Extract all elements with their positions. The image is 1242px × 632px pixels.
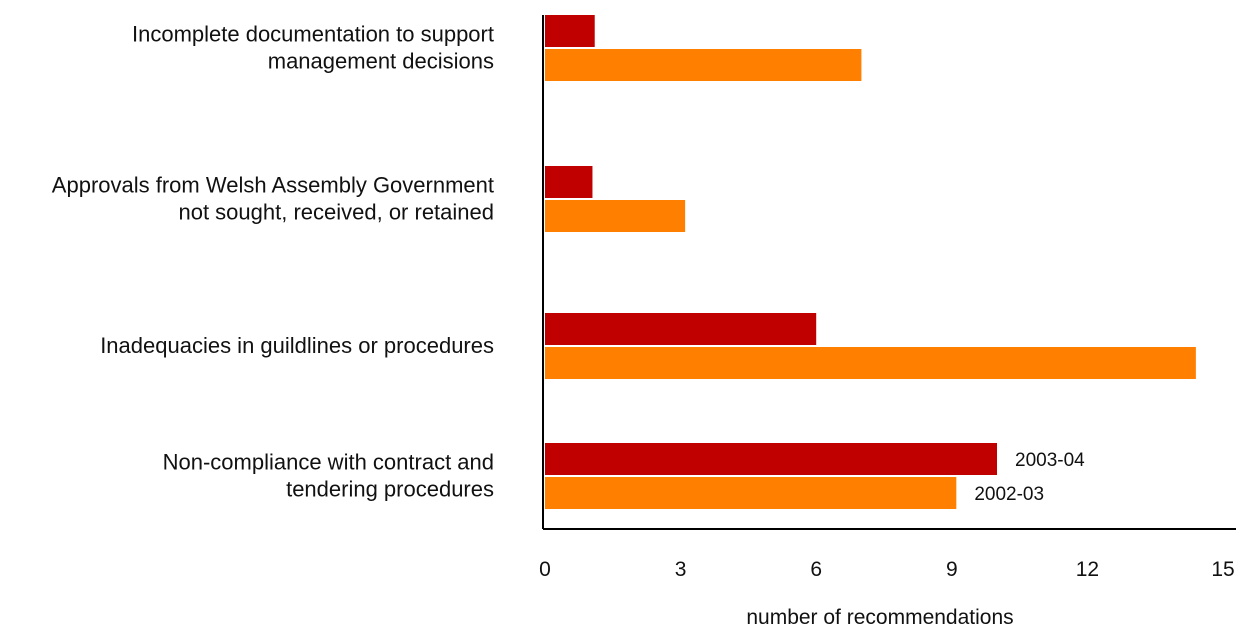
bar-2002-03-0 xyxy=(545,49,862,81)
category-label-1: Approvals from Welsh Assembly Government… xyxy=(52,173,494,225)
category-labels: Incomplete documentation to support manag… xyxy=(52,22,494,502)
bar-2002-03-3 xyxy=(545,477,957,509)
x-tick-label: 3 xyxy=(675,558,687,581)
bar-2003-04-0 xyxy=(545,15,595,47)
category-label-0: Incomplete documentation to support manag… xyxy=(132,22,494,74)
x-tick-label: 9 xyxy=(946,558,958,581)
bar-2002-03-1 xyxy=(545,200,686,232)
category-label-3: Non-compliance with contract and tenderin… xyxy=(163,450,494,502)
x-tick-label: 6 xyxy=(810,558,822,581)
series-labels: 2003-04 2002-03 xyxy=(974,450,1085,505)
category-label-2: Inadequacies in guildlines or procedures xyxy=(100,333,494,358)
x-tick-label: 12 xyxy=(1076,558,1099,581)
series-label-2002-03: 2002-03 xyxy=(974,484,1044,505)
bars xyxy=(545,15,1196,509)
x-axis-title: number of recommendations xyxy=(746,606,1013,629)
series-label-2003-04: 2003-04 xyxy=(1015,450,1085,471)
bar-2003-04-2 xyxy=(545,313,817,345)
x-tick-label: 15 xyxy=(1211,558,1234,581)
bar-2003-04-1 xyxy=(545,166,593,198)
x-tick-labels: 0 3 6 9 12 15 xyxy=(539,558,1235,581)
x-tick-label: 0 xyxy=(539,558,551,581)
bar-2003-04-3 xyxy=(545,443,997,475)
bar-2002-03-2 xyxy=(545,347,1196,379)
